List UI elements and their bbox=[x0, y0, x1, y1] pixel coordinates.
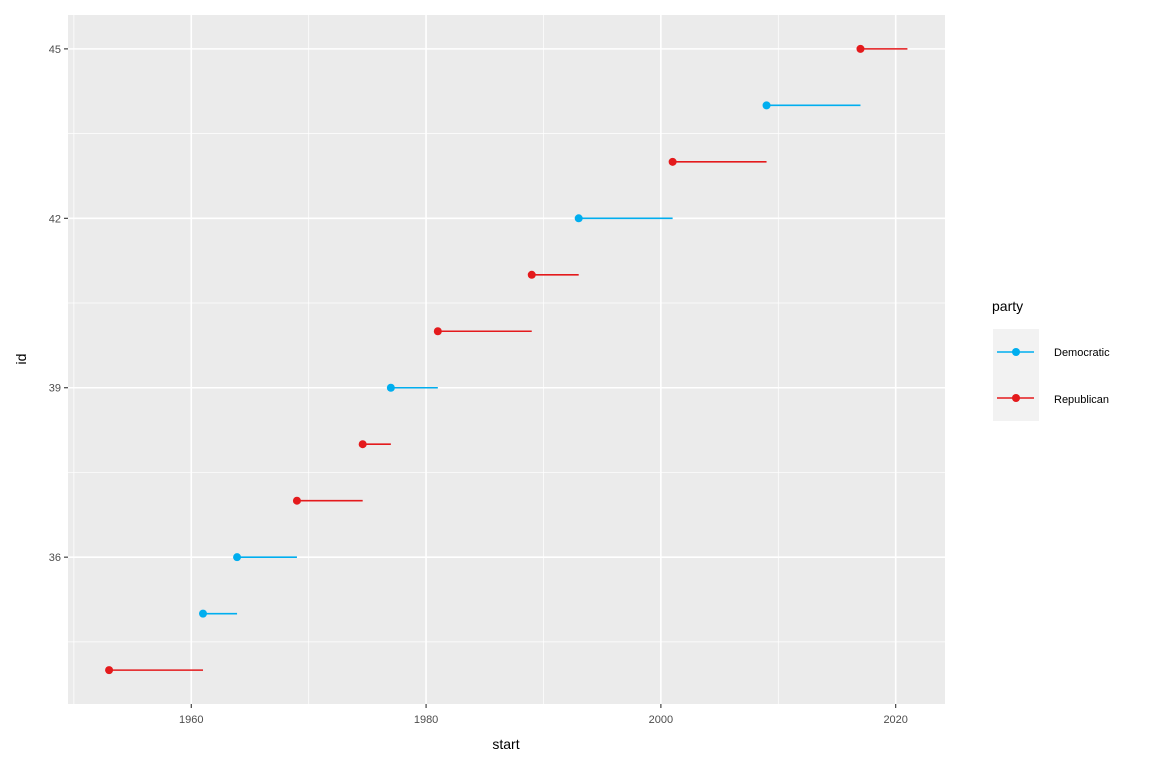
legend-title: party bbox=[992, 298, 1023, 314]
minor-grid bbox=[68, 15, 945, 704]
term-start-point-38 bbox=[358, 440, 367, 449]
x-tick-label: 1980 bbox=[414, 714, 438, 726]
legend-label-democratic: Democratic bbox=[1054, 347, 1110, 359]
y-axis: 36 39 42 45 bbox=[49, 44, 68, 564]
term-start-point-43 bbox=[668, 157, 677, 166]
y-tick-label: 42 bbox=[49, 213, 61, 225]
series-segments bbox=[109, 48, 908, 671]
term-start-point-37 bbox=[292, 496, 301, 505]
x-axis-title: start bbox=[492, 736, 519, 752]
term-start-point-36 bbox=[233, 553, 242, 562]
major-grid bbox=[68, 15, 945, 704]
y-axis-title: id bbox=[13, 354, 29, 365]
x-tick-label: 1960 bbox=[179, 714, 203, 726]
legend-key-democratic-point bbox=[1012, 348, 1020, 356]
legend-key-republican-point bbox=[1012, 394, 1020, 402]
term-start-point-41 bbox=[527, 270, 536, 279]
y-tick-label: 39 bbox=[49, 383, 61, 395]
x-tick-label: 2020 bbox=[883, 714, 907, 726]
term-start-point-42 bbox=[574, 214, 583, 223]
plot-panel bbox=[68, 15, 945, 704]
legend-label-republican: Republican bbox=[1054, 394, 1109, 406]
x-axis: 1960 1980 2000 2020 bbox=[179, 704, 908, 726]
legend: party Democratic Republican bbox=[992, 298, 1110, 421]
term-start-point-40 bbox=[433, 327, 442, 336]
y-tick-label: 36 bbox=[49, 552, 61, 564]
legend-key-background bbox=[993, 329, 1039, 421]
series-points bbox=[105, 44, 865, 675]
term-start-point-39 bbox=[386, 383, 395, 392]
term-start-point-44 bbox=[762, 101, 771, 110]
x-tick-label: 2000 bbox=[649, 714, 673, 726]
term-start-point-34 bbox=[105, 666, 114, 675]
y-tick-label: 45 bbox=[49, 44, 61, 56]
term-start-point-45 bbox=[856, 44, 865, 53]
term-start-point-35 bbox=[199, 609, 208, 618]
